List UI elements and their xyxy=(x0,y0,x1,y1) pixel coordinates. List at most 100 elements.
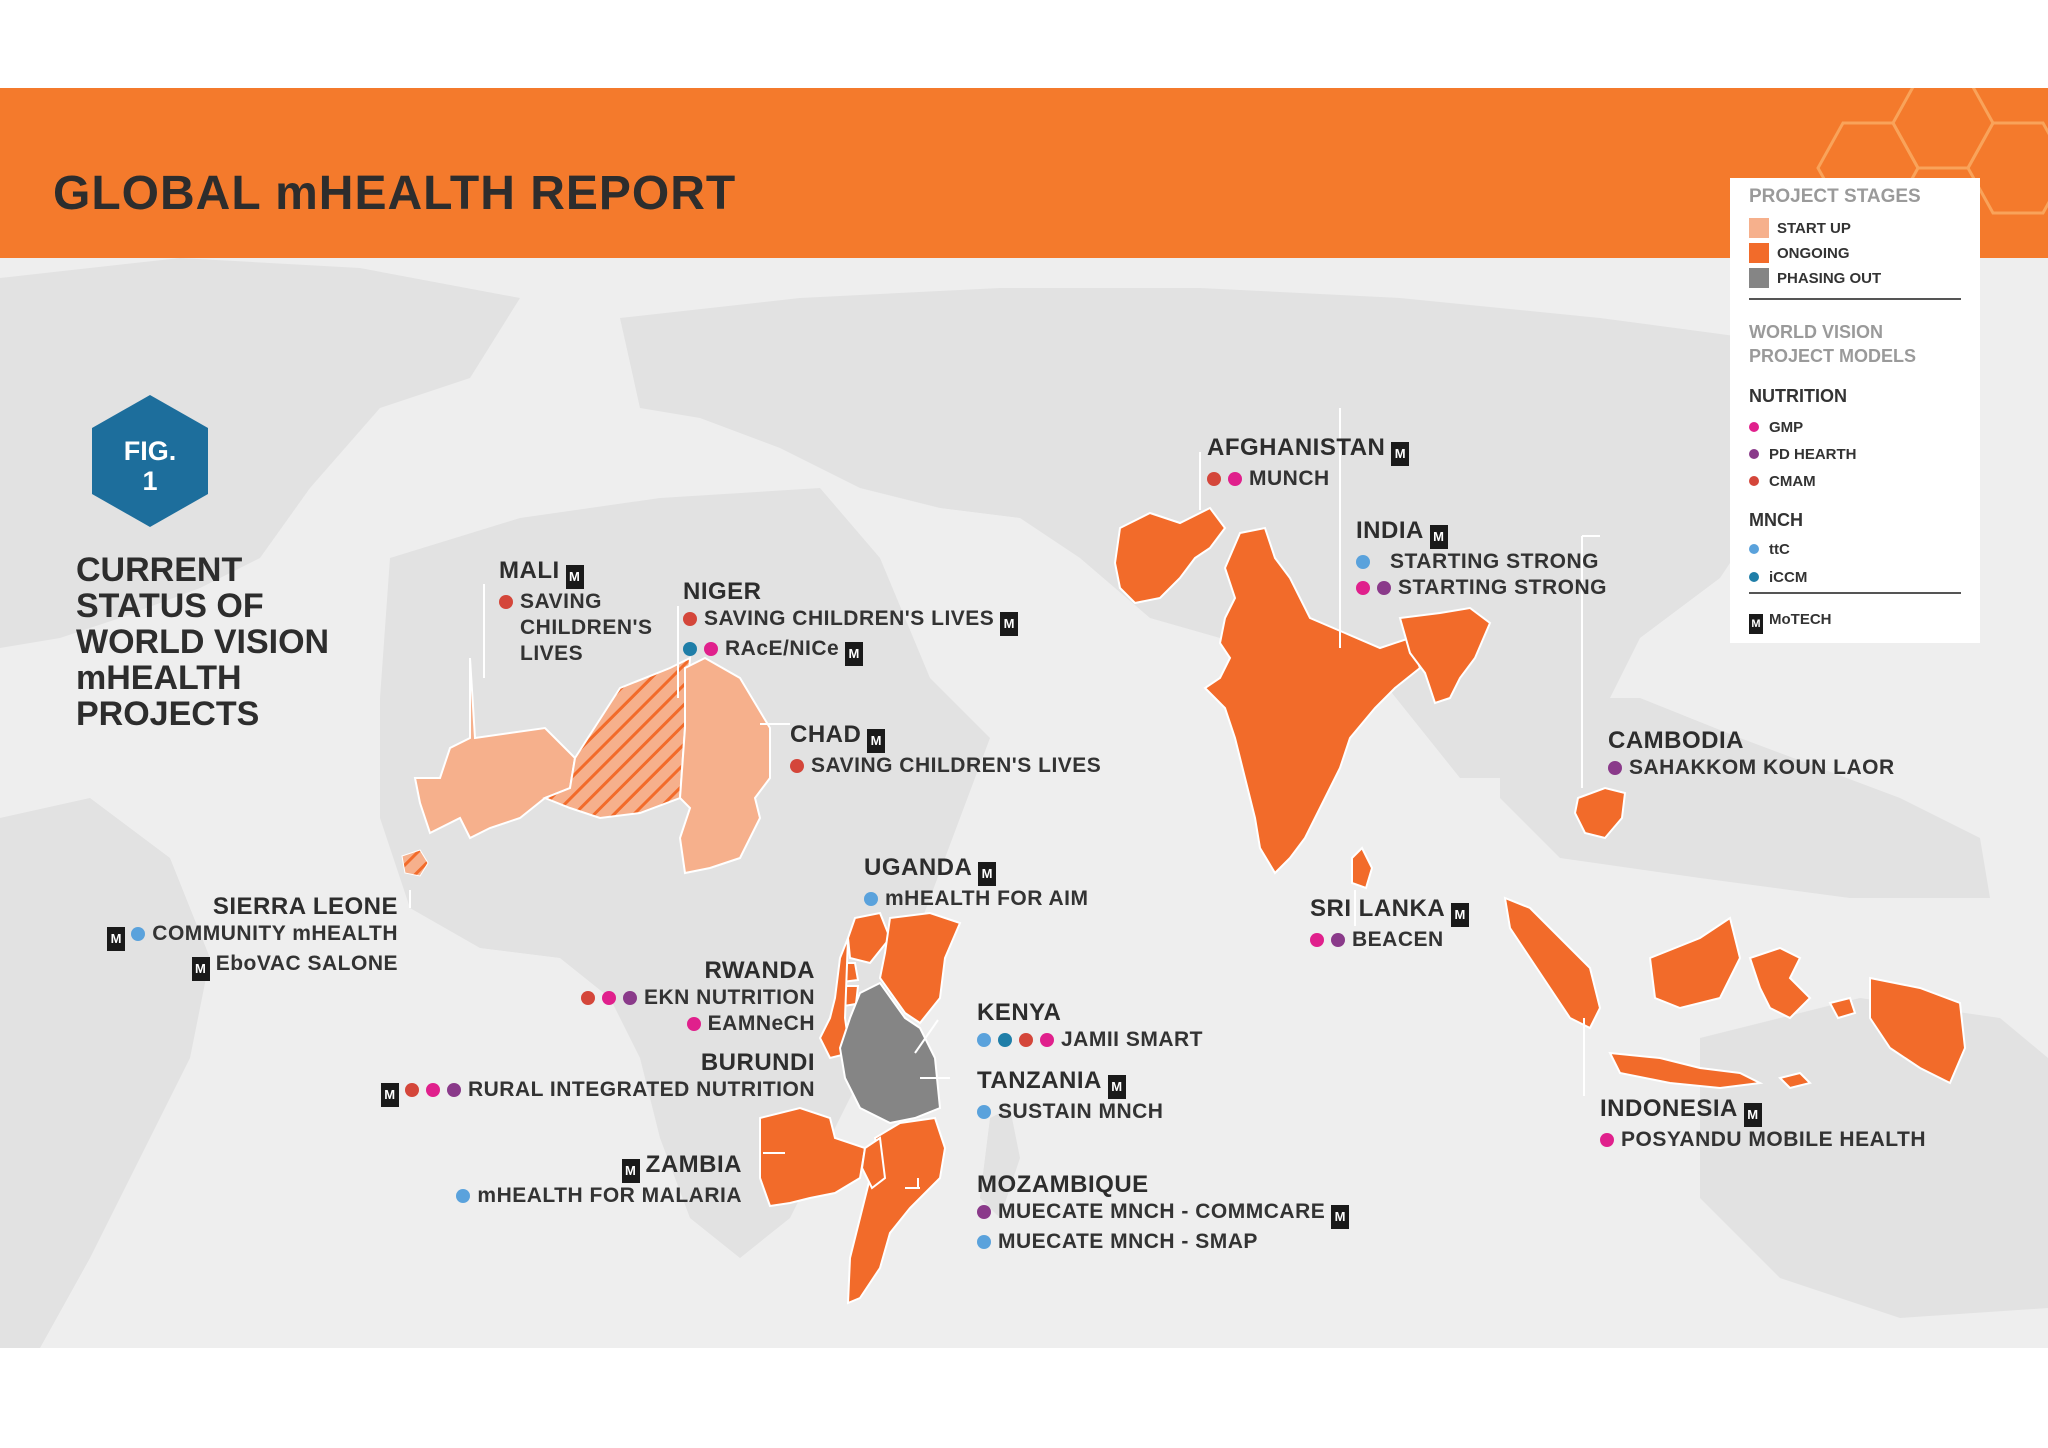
legend-stage-label: ONGOING xyxy=(1777,245,1850,262)
heading-line-2: STATUS OF xyxy=(76,587,264,625)
legend-mnch-title: MNCH xyxy=(1749,510,1803,530)
legend-motech-label: MoTECH xyxy=(1769,611,1832,628)
afghanistan-shape xyxy=(1113,506,1227,605)
world-map xyxy=(0,258,2048,1348)
gmp-dot xyxy=(1749,422,1759,432)
country-label-tanzania: TANZANIA M SUSTAIN MNCH xyxy=(977,1068,1163,1125)
ttc-dot xyxy=(1749,544,1759,554)
heading-line-3: WORLD VISION xyxy=(76,623,330,661)
legend-stage-label: PHASING OUT xyxy=(1777,270,1882,287)
motech-icon: M xyxy=(845,642,864,666)
gmp-dot xyxy=(1310,933,1324,947)
country-label-chad: CHAD M SAVING CHILDREN'S LIVES xyxy=(790,722,1101,779)
figure-badge-line2: 1 xyxy=(142,466,158,496)
legend-pd-hearth: PD HEARTH xyxy=(1749,445,1857,465)
project-name: SUSTAIN MNCH xyxy=(998,1100,1164,1123)
country-label-kenya: KENYA JAMII SMART xyxy=(977,1000,1203,1053)
project-name: POSYANDU MOBILE HEALTH xyxy=(1621,1128,1927,1151)
legend-stages-title: PROJECT STAGES xyxy=(1749,186,1921,207)
country-name: MALI xyxy=(499,557,560,584)
project-name: EKN NUTRITION xyxy=(644,986,815,1009)
motech-icon: M xyxy=(1000,612,1019,636)
cmam-dot xyxy=(1749,476,1759,486)
legend-ttc: ttC xyxy=(1749,540,1790,560)
sri-lanka-shape xyxy=(1351,846,1374,890)
motech-icon: M xyxy=(1451,903,1470,927)
iccm-dot xyxy=(1749,572,1759,582)
country-label-zambia: M ZAMBIA mHEALTH FOR MALARIA xyxy=(440,1152,742,1209)
cambodia-shape xyxy=(1573,786,1627,840)
report-header: GLOBAL mHEALTH REPORT xyxy=(0,88,2048,258)
ttc-dot xyxy=(131,927,146,941)
phasing-out-swatch xyxy=(1749,268,1769,288)
country-label-uganda: UGANDA M mHEALTH FOR AIM xyxy=(864,855,1088,912)
mozambique-shape xyxy=(846,1116,947,1305)
project-name: mHEALTH FOR AIM xyxy=(885,887,1089,910)
zambia-shape xyxy=(759,1106,867,1208)
motech-icon: M xyxy=(1743,1103,1762,1127)
start-up-swatch xyxy=(1749,218,1769,238)
project-name: MUECATE MNCH - SMAP xyxy=(998,1230,1258,1253)
gmp-dot xyxy=(425,1083,440,1097)
cmam-dot xyxy=(1019,1033,1033,1047)
cmam-dot xyxy=(499,595,513,609)
legend-stage-start-up: START UP xyxy=(1749,218,1851,239)
heading-line-5: PROJECTS xyxy=(76,695,260,733)
country-label-indonesia: INDONESIA M POSYANDU MOBILE HEALTH xyxy=(1600,1096,1926,1153)
legend-model-label: GMP xyxy=(1769,419,1804,436)
motech-icon: M xyxy=(1331,1205,1350,1229)
motech-icon: M xyxy=(107,927,126,951)
ttc-dot xyxy=(864,892,878,906)
continents-background xyxy=(0,258,2048,1348)
chad-shape xyxy=(678,656,771,875)
motech-icon: M xyxy=(867,729,886,753)
gmp-dot xyxy=(1600,1133,1614,1147)
ttc-dot xyxy=(1356,555,1370,569)
world-map-svg xyxy=(0,258,2048,1348)
project-name: SAVING CHILDREN'S LIVES xyxy=(811,754,1102,777)
ongoing-swatch xyxy=(1749,243,1769,263)
country-name: KENYA xyxy=(977,999,1062,1026)
legend-gmp: GMP xyxy=(1749,418,1803,438)
legend-models-title-2: PROJECT MODELS xyxy=(1749,346,1917,366)
north-america-shape xyxy=(0,258,520,648)
gmp-dot xyxy=(1228,472,1242,486)
project-name: LIVES xyxy=(520,642,584,665)
pd-hearth-dot xyxy=(1749,449,1759,459)
legend-model-label: iCCM xyxy=(1769,569,1808,586)
legend-divider xyxy=(1749,298,1961,300)
project-name: MUECATE MNCH - COMMCARE xyxy=(998,1200,1326,1223)
iccm-dot xyxy=(998,1033,1012,1047)
pd-hearth-dot xyxy=(623,991,637,1005)
country-name: NIGER xyxy=(683,578,762,605)
motech-icon: M xyxy=(621,1159,640,1183)
legend-model-label: CMAM xyxy=(1769,473,1816,490)
south-america-shape xyxy=(0,798,210,1348)
pd-hearth-dot xyxy=(1608,761,1622,775)
country-label-niger: NIGER SAVING CHILDREN'S LIVES M RAcE/NICe… xyxy=(683,578,1019,666)
pd-hearth-dot xyxy=(1331,933,1345,947)
gmp-dot xyxy=(602,991,616,1005)
ttc-dot xyxy=(456,1189,471,1203)
gmp-dot xyxy=(686,1017,701,1031)
country-name: AFGHANISTAN xyxy=(1207,434,1386,461)
country-label-sierra-leone: SIERRA LEONE M COMMUNITY mHEALTH M EboVAC … xyxy=(90,894,398,981)
motech-icon: M xyxy=(191,957,210,981)
ttc-dot xyxy=(977,1033,991,1047)
niger-shape xyxy=(542,656,692,820)
kenya-shape xyxy=(878,911,962,1025)
ttc-dot xyxy=(977,1235,991,1249)
legend-nutrition-title: NUTRITION xyxy=(1749,386,1847,406)
cmam-dot xyxy=(581,991,595,1005)
project-name: MUNCH xyxy=(1249,467,1330,490)
project-name: SAHAKKOM KOUN LAOR xyxy=(1629,756,1895,779)
country-label-sri-lanka: SRI LANKA M BEACEN xyxy=(1310,896,1470,953)
project-name: EAMNeCH xyxy=(707,1012,815,1035)
iccm-dot xyxy=(683,642,697,656)
legend-stage-label: START UP xyxy=(1777,220,1851,237)
indonesia-shape xyxy=(1503,896,1967,1090)
mali-shape xyxy=(413,657,577,840)
heading-line-1: CURRENT xyxy=(76,551,243,589)
motech-icon: M xyxy=(1749,614,1763,634)
project-name: RURAL INTEGRATED NUTRITION xyxy=(467,1078,815,1101)
